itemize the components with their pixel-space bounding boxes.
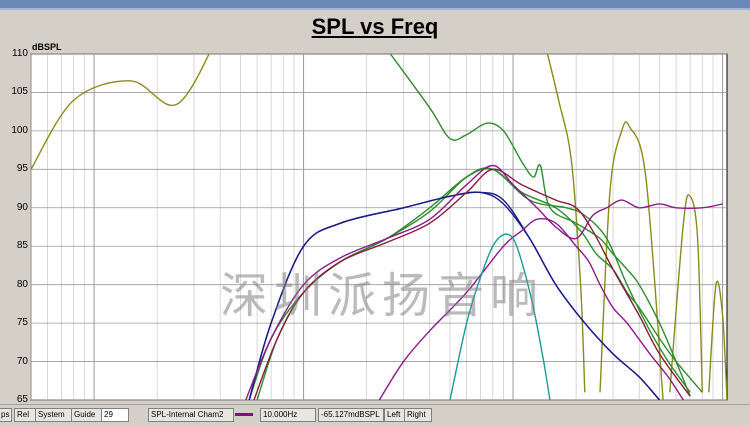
y-tick-label: 65 — [16, 394, 28, 405]
watermark-text: 深圳派扬音响 — [220, 268, 545, 324]
left-button[interactable]: Left — [384, 408, 406, 422]
status-bar: ps Rel System Guide 29 SPL-Internal Cham… — [0, 404, 750, 425]
series-line-0 — [31, 54, 210, 170]
window-top-bar — [0, 0, 750, 8]
series-line-1 — [546, 54, 586, 393]
plot-area — [30, 53, 728, 401]
y-tick-label: 105 — [11, 86, 28, 98]
number-field[interactable]: 29 — [101, 408, 129, 422]
y-tick-label: 90 — [16, 201, 28, 213]
y-tick-label: 95 — [16, 163, 28, 175]
series-line-10 — [253, 168, 691, 400]
rel-button[interactable]: Rel — [14, 408, 36, 422]
right-button[interactable]: Right — [404, 408, 432, 422]
series-line-5 — [389, 54, 691, 397]
cut-off-button[interactable]: ps — [0, 408, 12, 422]
curve-name-field: SPL-Internal Cham2 — [148, 408, 234, 422]
y-tick-label: 110 — [12, 48, 28, 59]
series-line-11 — [245, 164, 723, 400]
series-line-13 — [449, 233, 551, 400]
y-tick-label: 70 — [16, 355, 28, 367]
series-line-12 — [378, 218, 684, 400]
curve-color-swatch — [235, 413, 253, 416]
spl-plot[interactable] — [0, 0, 750, 404]
y-tick-label: 75 — [16, 317, 28, 329]
guide-button[interactable]: Guide — [71, 408, 103, 422]
system-button[interactable]: System — [35, 408, 73, 422]
series-line-2 — [599, 121, 664, 400]
series-line-4 — [708, 280, 727, 400]
level-readout: -65.127mdBSPL — [318, 408, 384, 422]
series-line-3 — [669, 194, 703, 393]
series-group — [31, 54, 727, 400]
window-top-highlight — [0, 8, 750, 10]
chart-title: SPL vs Freq — [311, 14, 439, 39]
y-tick-label: 85 — [16, 240, 28, 252]
y-tick-label: 80 — [16, 278, 28, 290]
y-tick-label: 100 — [11, 124, 28, 136]
frequency-readout: 10.000Hz — [260, 408, 316, 422]
y-axis-label: dBSPL — [32, 42, 62, 52]
series-line-9 — [248, 191, 661, 400]
